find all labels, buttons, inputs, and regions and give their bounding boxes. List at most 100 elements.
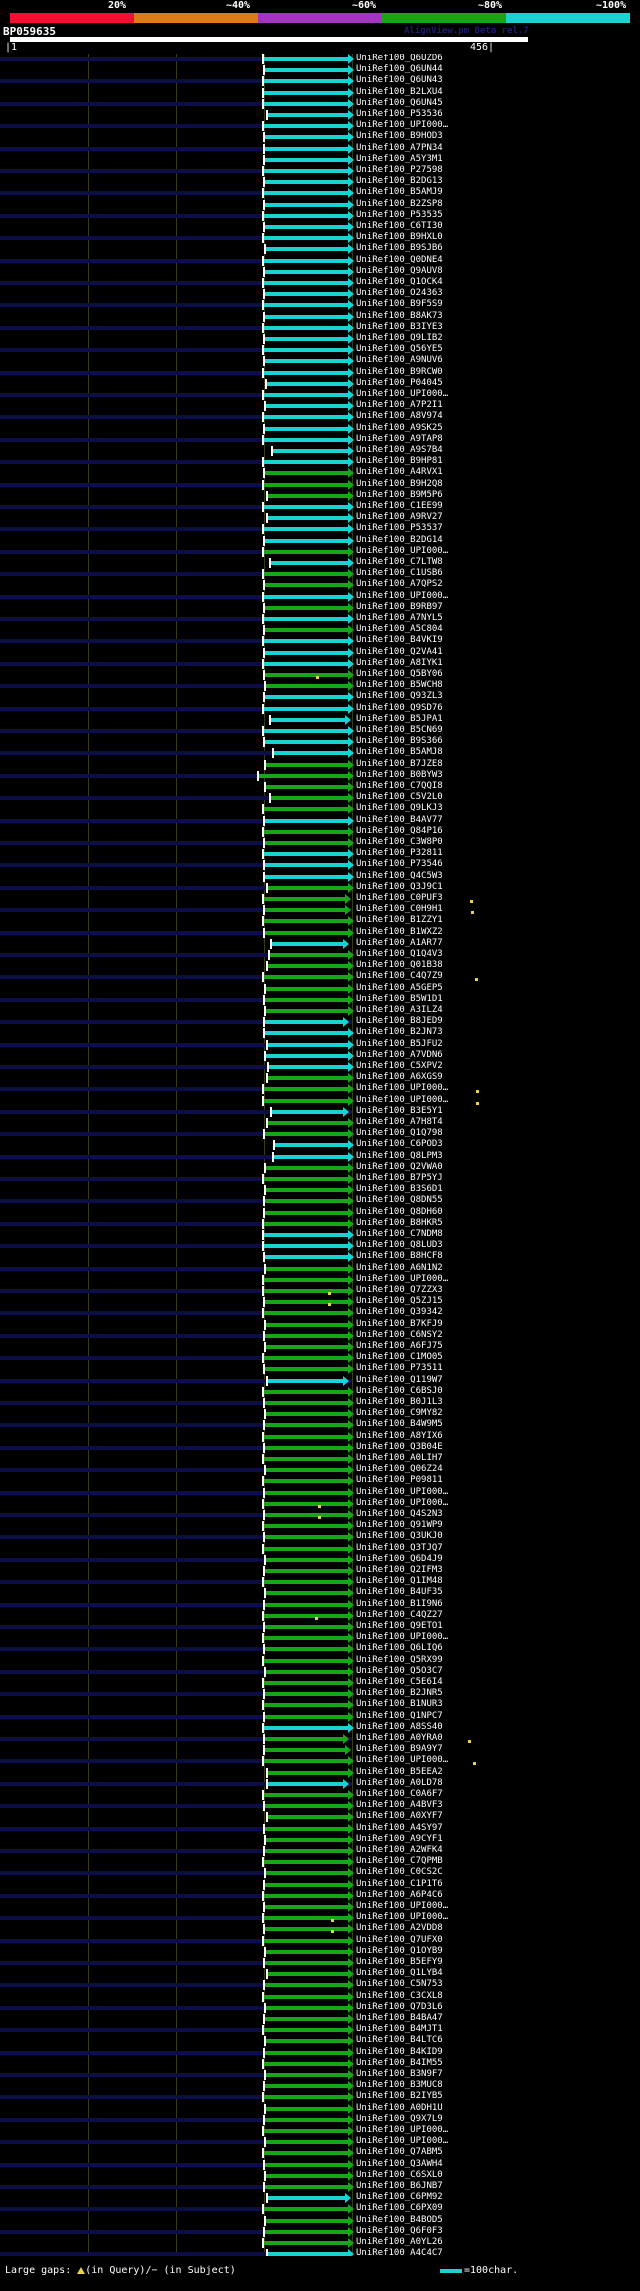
alignment-row[interactable]: UniRef100_B0BYW3: [0, 770, 640, 781]
hsp-bar[interactable]: [265, 1535, 348, 1540]
hsp-bar[interactable]: [264, 1289, 348, 1293]
hit-label[interactable]: UniRef100_Q5RX99: [356, 1654, 443, 1665]
alignment-row[interactable]: UniRef100_P53537: [0, 523, 640, 535]
hsp-bar[interactable]: [259, 773, 348, 778]
hsp-bar[interactable]: [265, 359, 348, 364]
alignment-row[interactable]: UniRef100_Q7ABM5: [0, 2147, 640, 2159]
alignment-row[interactable]: UniRef100_P73511: [0, 1363, 640, 1375]
hit-label[interactable]: UniRef100_A2WFK4: [356, 1845, 443, 1855]
hit-label[interactable]: UniRef100_A5Y3M1: [356, 153, 443, 164]
hit-label[interactable]: UniRef100_C9MY82: [356, 1408, 443, 1419]
hit-label[interactable]: UniRef100_O24363: [356, 288, 443, 299]
alignment-row[interactable]: UniRef100_B9SJB6: [0, 243, 640, 255]
alignment-row[interactable]: UniRef100_A9CYF1: [0, 1834, 640, 1845]
alignment-row[interactable]: UniRef100_Q7D3L6: [0, 2001, 640, 2013]
alignment-row[interactable]: UniRef100_B9RCW0: [0, 367, 640, 378]
hit-label[interactable]: UniRef100_A2VDD8: [356, 1923, 443, 1934]
hit-label[interactable]: UniRef100_Q7D3L6: [356, 2001, 443, 2012]
hit-label[interactable]: UniRef100_Q6UN44: [356, 64, 443, 75]
hsp-bar[interactable]: [264, 706, 348, 711]
alignment-row[interactable]: UniRef100_UPI000…: [0, 389, 640, 400]
hit-label[interactable]: UniRef100_C6PM92: [356, 2192, 443, 2203]
hsp-bar[interactable]: [265, 1961, 348, 1965]
alignment-row[interactable]: UniRef100_UPI000…: [0, 1095, 640, 1106]
hsp-bar[interactable]: [265, 1423, 348, 1428]
hit-label[interactable]: UniRef100_Q9SD76: [356, 702, 443, 713]
hsp-bar[interactable]: [264, 617, 348, 621]
hsp-bar[interactable]: [265, 471, 348, 476]
hsp-bar[interactable]: [268, 2196, 345, 2201]
alignment-row[interactable]: UniRef100_Q6UN44: [0, 64, 640, 76]
alignment-row[interactable]: UniRef100_A0YRA0: [0, 1733, 640, 1744]
hsp-bar[interactable]: [264, 1356, 348, 1361]
hit-label[interactable]: UniRef100_B3IYE3: [356, 321, 443, 332]
hit-label[interactable]: UniRef100_B4MJT1: [356, 2024, 443, 2035]
hit-label[interactable]: UniRef100_C7LTW8: [356, 557, 443, 567]
hit-label[interactable]: UniRef100_Q6LIQ6: [356, 1643, 443, 1654]
hsp-bar[interactable]: [264, 2095, 348, 2100]
hsp-bar[interactable]: [264, 1658, 348, 1663]
alignment-row[interactable]: UniRef100_B5WCH8: [0, 680, 640, 692]
hsp-bar[interactable]: [266, 2140, 348, 2145]
hit-label[interactable]: UniRef100_A0YRA0: [356, 1733, 443, 1743]
hit-label[interactable]: UniRef100_Q2IFM3: [356, 1565, 443, 1575]
hsp-bar[interactable]: [269, 1065, 348, 1069]
alignment-row[interactable]: UniRef100_C6TI30: [0, 221, 640, 232]
alignment-row[interactable]: UniRef100_Q119W7: [0, 1375, 640, 1386]
alignment-row[interactable]: UniRef100_Q1IM48: [0, 1576, 640, 1588]
hit-label[interactable]: UniRef100_B9H2Q8: [356, 478, 443, 489]
alignment-row[interactable]: UniRef100_Q84P16: [0, 826, 640, 837]
hit-label[interactable]: UniRef100_B4BA47: [356, 2013, 443, 2023]
hit-label[interactable]: UniRef100_A4C4C7: [356, 2248, 443, 2256]
alignment-row[interactable]: UniRef100_Q8DH60: [0, 1206, 640, 1218]
hit-label[interactable]: UniRef100_C7QQI8: [356, 781, 443, 791]
alignment-row[interactable]: UniRef100_B9S366: [0, 736, 640, 748]
alignment-row[interactable]: UniRef100_C6SXL0: [0, 2170, 640, 2181]
hsp-bar[interactable]: [265, 1927, 348, 1932]
hsp-bar[interactable]: [265, 1255, 348, 1260]
alignment-row[interactable]: UniRef100_Q8DN55: [0, 1195, 640, 1207]
alignment-row[interactable]: UniRef100_UPI000…: [0, 591, 640, 602]
hit-label[interactable]: UniRef100_B3N9F7: [356, 2069, 443, 2079]
hsp-bar[interactable]: [266, 2073, 348, 2077]
alignment-row[interactable]: UniRef100_B9H2Q8: [0, 478, 640, 490]
hsp-bar[interactable]: [264, 370, 348, 375]
hit-label[interactable]: UniRef100_C5N753: [356, 1979, 443, 1990]
hit-label[interactable]: UniRef100_C5V2L0: [356, 792, 443, 803]
hsp-bar[interactable]: [264, 852, 348, 857]
hit-label[interactable]: UniRef100_A7H8T4: [356, 1117, 443, 1127]
hit-label[interactable]: UniRef100_B2DG14: [356, 534, 443, 545]
hsp-bar[interactable]: [265, 180, 348, 185]
hsp-bar[interactable]: [264, 594, 348, 599]
hit-label[interactable]: UniRef100_UPI000…: [356, 545, 449, 556]
alignment-row[interactable]: UniRef100_A4SY97: [0, 1822, 640, 1834]
hsp-bar[interactable]: [265, 2084, 348, 2089]
hsp-bar[interactable]: [264, 1759, 348, 1764]
hit-label[interactable]: UniRef100_UPI000…: [356, 389, 449, 399]
hit-label[interactable]: UniRef100_A1AR77: [356, 937, 443, 948]
alignment-row[interactable]: UniRef100_A7NYL5: [0, 613, 640, 624]
alignment-row[interactable]: UniRef100_C0A6F7: [0, 1789, 640, 1800]
hit-label[interactable]: UniRef100_UPI000…: [356, 2125, 449, 2135]
hit-label[interactable]: UniRef100_C6PX09: [356, 2203, 443, 2214]
hit-label[interactable]: UniRef100_B4UF35: [356, 1587, 443, 1598]
hsp-bar[interactable]: [265, 1210, 348, 1215]
hsp-bar[interactable]: [265, 1882, 348, 1887]
hsp-bar[interactable]: [265, 583, 348, 588]
hit-label[interactable]: UniRef100_Q8DH60: [356, 1206, 443, 1217]
hsp-bar[interactable]: [265, 673, 348, 677]
hsp-bar[interactable]: [266, 247, 348, 252]
hsp-bar[interactable]: [265, 841, 348, 845]
hsp-bar[interactable]: [265, 1804, 348, 1809]
alignment-row[interactable]: UniRef100_B5AMJ8: [0, 747, 640, 759]
hsp-bar[interactable]: [264, 2207, 348, 2212]
alignment-row[interactable]: UniRef100_B9F5S9: [0, 299, 640, 311]
hsp-bar[interactable]: [265, 1905, 348, 1909]
hsp-bar[interactable]: [265, 2017, 348, 2021]
hsp-bar[interactable]: [266, 785, 348, 789]
alignment-row[interactable]: UniRef100_Q1OCK4: [0, 277, 640, 288]
hsp-bar[interactable]: [268, 964, 348, 969]
hit-label[interactable]: UniRef100_A4SY97: [356, 1822, 443, 1833]
alignment-row[interactable]: UniRef100_B8HCF8: [0, 1251, 640, 1263]
hit-label[interactable]: UniRef100_C4Q7Z9: [356, 971, 443, 982]
